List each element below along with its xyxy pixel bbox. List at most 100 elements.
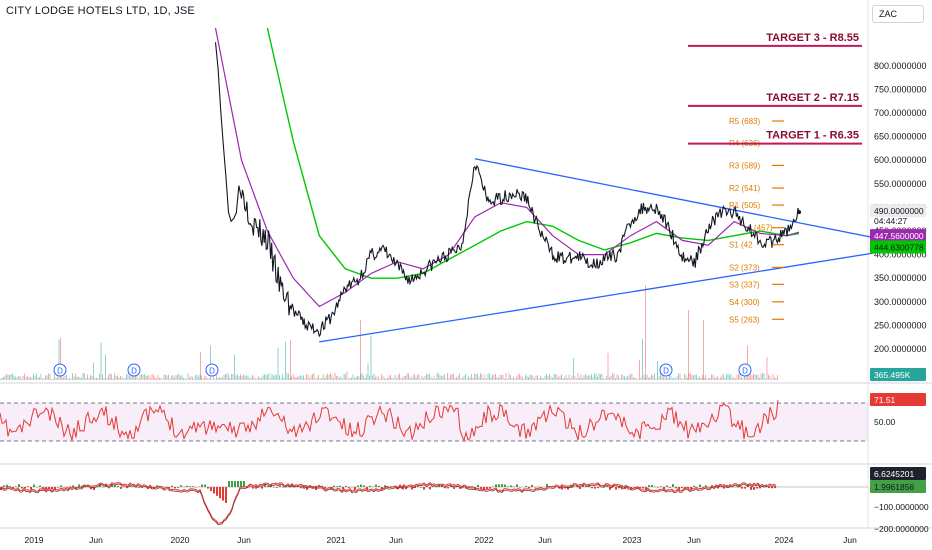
macd-histogram-bar [633,487,635,488]
volume-bar [610,375,612,380]
volume-bar [33,373,34,380]
macd-histogram-bar [432,486,434,487]
volume-bar [37,377,39,380]
volume-bar [583,375,585,380]
macd-histogram-bar [420,487,422,488]
macd-histogram-bar [402,487,404,490]
volume-bar [237,374,238,380]
volume-bar [642,338,643,380]
volume-bar [100,342,102,380]
volume-bar [724,377,726,380]
price-tick-label: 550.0000000 [874,179,927,189]
macd-histogram-bar [546,484,548,487]
volume-bar [582,377,583,380]
volume-bar [463,375,465,380]
time-tick-label: Jun [843,535,857,545]
volume-bar [57,376,58,380]
volume-bar [355,376,357,380]
volume-bar [636,378,637,380]
currency-selector[interactable]: ZAC [872,5,924,23]
volume-bar [178,373,180,380]
volume-bar [700,377,702,380]
macd-histogram-bar [27,486,29,487]
macd-histogram-bar [291,485,293,487]
volume-bar [234,354,235,380]
volume-bar [708,377,709,380]
volume-bar [639,359,640,380]
volume-bar [705,375,706,380]
macd-histogram-bar [309,485,311,487]
volume-bar [105,354,106,380]
volume-bar [24,373,25,380]
volume-bar [502,374,504,380]
volume-bar [207,378,208,380]
volume-bar [285,341,286,380]
ma-green-badge: 444.6300778 [874,243,924,253]
volume-bar [4,375,6,380]
volume-bar [493,374,495,380]
volume-bar [660,368,661,380]
volume-bar [600,374,601,380]
volume-bar [721,375,723,380]
macd-histogram-bar [93,487,95,490]
volume-bar [310,375,312,380]
volume-bar [211,378,213,380]
volume-bar [253,376,255,380]
volume-bar [753,373,754,380]
macd-histogram-bar [411,487,413,490]
volume-bar [525,374,526,380]
volume-bar [118,377,120,380]
volume-bar [283,377,285,380]
chart-title: CITY LODGE HOTELS LTD, 1D, JSE [6,5,195,17]
volume-bar [327,373,328,380]
volume-bar [297,376,298,380]
macd-histogram-bar [480,487,482,489]
volume-bar [615,378,616,380]
macd-histogram-bar [495,484,497,487]
volume-bar [505,373,507,380]
time-tick-label: Jun [687,535,701,545]
volume-bar [322,374,324,380]
macd-histogram-bar [627,485,629,487]
volume-bar [769,375,771,380]
volume-bar [352,374,354,380]
volume-bar [90,375,91,380]
macd-histogram-bar [561,487,563,490]
volume-bar [448,377,450,380]
dividend-marker-label: D [57,367,63,376]
volume-bar [457,375,459,380]
volume-bar [762,373,763,380]
macd-histogram-bar [690,487,692,489]
volume-bar [381,374,382,380]
macd-histogram-bar [255,487,257,489]
macd-histogram-bar [186,485,188,487]
time-tick-label: Jun [89,535,103,545]
volume-bar [39,377,40,380]
volume-bar [87,374,88,380]
volume-bar [433,375,435,380]
volume-bar [186,378,187,380]
volume-bar [747,345,748,380]
volume-bar [490,377,492,380]
volume-bar [108,374,109,380]
macd-histogram-bar [387,485,389,487]
volume-bar [124,377,126,380]
macd-histogram-bar [579,487,581,489]
volume-bar [402,377,403,380]
macd-badge-1: 6.6245201 [874,469,914,479]
macd-histogram-bar [276,487,278,488]
volume-bar [759,377,760,380]
macd-histogram-bar [636,487,638,489]
volume-bar [18,376,19,380]
volume-bar [595,374,597,380]
volume-bar [132,374,133,380]
macd-histogram-bar [621,485,623,487]
macd-histogram-bar [594,487,596,489]
last-price-badge-bg [870,204,926,218]
volume-bar [280,378,282,380]
volume-bar [567,378,568,380]
macd-histogram-bar [90,487,92,490]
time-tick-label: Jun [389,535,403,545]
volume-bar [495,373,496,380]
